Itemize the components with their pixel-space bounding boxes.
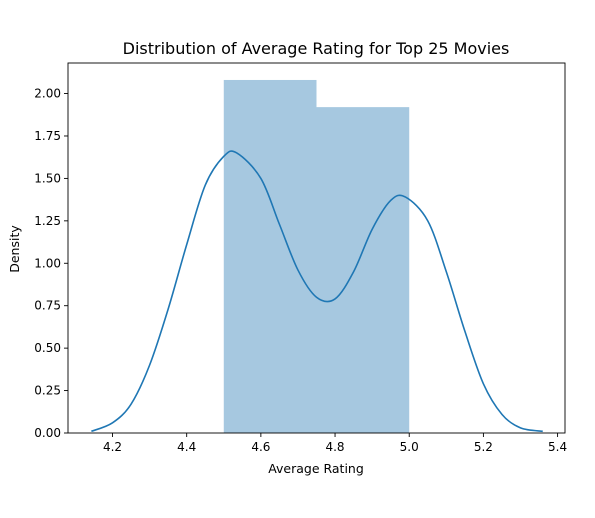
histogram-bar-2 bbox=[316, 107, 410, 433]
x-tick-label: 5.2 bbox=[474, 440, 493, 454]
y-tick-label: 1.50 bbox=[34, 171, 61, 185]
y-axis-ticks: 0.00 0.25 0.50 0.75 1.00 1.25 1.50 1.75 2.00 bbox=[34, 87, 68, 440]
x-axis-label: Average Rating bbox=[268, 461, 364, 476]
histogram-bar-1 bbox=[223, 79, 317, 434]
y-tick-label: 1.75 bbox=[34, 129, 61, 143]
x-tick-label: 5.0 bbox=[400, 440, 419, 454]
x-tick-label: 4.4 bbox=[177, 440, 196, 454]
kde-curve bbox=[91, 150, 543, 433]
x-tick-label: 4.6 bbox=[251, 440, 270, 454]
x-tick-label: 4.8 bbox=[325, 440, 344, 454]
y-tick-label: 0.75 bbox=[34, 299, 61, 313]
y-tick-label: 2.00 bbox=[34, 87, 61, 101]
axes-frame bbox=[67, 62, 566, 434]
x-axis-ticks: 4.2 4.4 4.6 4.8 5.0 5.2 5.4 bbox=[103, 433, 567, 454]
y-tick-label: 1.25 bbox=[34, 214, 61, 228]
y-tick-label: 0.25 bbox=[34, 384, 61, 398]
x-tick-label: 4.2 bbox=[103, 440, 122, 454]
x-tick-label: 5.4 bbox=[548, 440, 567, 454]
kde-layer bbox=[91, 150, 543, 433]
y-tick-label: 0.50 bbox=[34, 341, 61, 355]
plot-area-border bbox=[67, 62, 566, 434]
chart-title: Distribution of Average Rating for Top 2… bbox=[123, 39, 510, 58]
histogram-bars bbox=[223, 79, 410, 434]
y-tick-label: 1.00 bbox=[34, 256, 61, 270]
y-tick-label: 0.00 bbox=[34, 426, 61, 440]
y-axis-label: Density bbox=[7, 225, 22, 273]
